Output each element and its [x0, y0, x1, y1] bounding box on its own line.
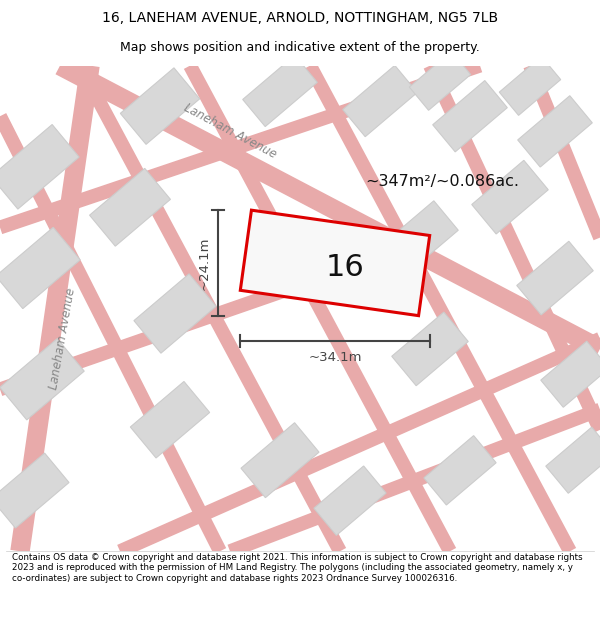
Polygon shape [382, 201, 458, 274]
Polygon shape [472, 160, 548, 234]
Polygon shape [241, 422, 319, 498]
Polygon shape [499, 56, 561, 116]
Polygon shape [0, 339, 84, 420]
Polygon shape [517, 241, 593, 315]
Polygon shape [134, 274, 216, 353]
Polygon shape [130, 381, 209, 458]
Polygon shape [409, 51, 471, 110]
Polygon shape [0, 124, 79, 209]
Text: Map shows position and indicative extent of the property.: Map shows position and indicative extent… [120, 41, 480, 54]
Text: 16: 16 [326, 254, 364, 282]
Polygon shape [518, 96, 592, 167]
Text: Laneham Avenue: Laneham Avenue [47, 287, 77, 391]
Text: ~24.1m: ~24.1m [197, 236, 211, 289]
Polygon shape [0, 453, 69, 528]
Text: ~347m²/~0.086ac.: ~347m²/~0.086ac. [365, 174, 519, 189]
Polygon shape [546, 427, 600, 493]
Polygon shape [241, 210, 430, 316]
Text: Contains OS data © Crown copyright and database right 2021. This information is : Contains OS data © Crown copyright and d… [12, 552, 583, 582]
Polygon shape [343, 66, 417, 137]
Polygon shape [243, 55, 317, 127]
Polygon shape [424, 436, 496, 505]
Polygon shape [0, 228, 80, 309]
Polygon shape [121, 68, 200, 144]
Polygon shape [433, 81, 507, 152]
Text: 16, LANEHAM AVENUE, ARNOLD, NOTTINGHAM, NG5 7LB: 16, LANEHAM AVENUE, ARNOLD, NOTTINGHAM, … [102, 11, 498, 26]
Polygon shape [392, 312, 468, 386]
Polygon shape [314, 466, 386, 536]
Text: ~34.1m: ~34.1m [308, 351, 362, 364]
Text: Laneham Avenue: Laneham Avenue [181, 101, 278, 161]
Polygon shape [89, 168, 170, 246]
Polygon shape [541, 341, 600, 408]
